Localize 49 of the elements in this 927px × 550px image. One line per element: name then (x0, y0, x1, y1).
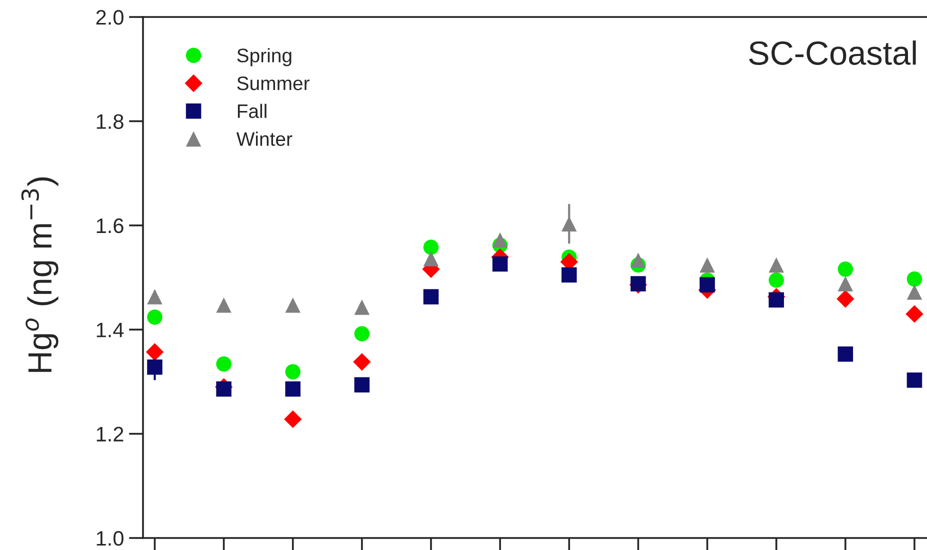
point (284, 410, 302, 428)
legend-label: Spring (237, 48, 292, 66)
point (768, 292, 784, 308)
point (561, 216, 577, 232)
point (836, 290, 854, 308)
point (353, 353, 371, 371)
point (768, 272, 784, 288)
legend-label: Fall (238, 104, 266, 118)
y-tick-label: 1.8 (96, 114, 124, 129)
point (838, 346, 854, 362)
point (492, 232, 508, 248)
legend-label: Winter (236, 132, 292, 146)
point (216, 356, 232, 372)
point (768, 257, 784, 273)
point (906, 305, 924, 323)
point (630, 276, 646, 292)
point (423, 289, 439, 304)
point (700, 257, 715, 273)
point (700, 277, 715, 292)
point (354, 326, 370, 342)
point (147, 309, 162, 325)
y-tick-label: 1.2 (96, 426, 124, 442)
point (423, 251, 439, 266)
point (216, 381, 232, 397)
point (906, 372, 922, 388)
point (285, 364, 301, 380)
point (561, 267, 577, 283)
point (216, 297, 232, 313)
point (838, 262, 854, 277)
point (630, 252, 646, 268)
point (147, 289, 162, 304)
y-tick-label: 1.6 (96, 218, 124, 234)
point (906, 271, 922, 287)
point (354, 377, 370, 392)
annotation: SC-Coastal (749, 40, 916, 65)
point (906, 284, 922, 300)
y-tick-label: 1.4 (96, 322, 124, 338)
point (146, 343, 164, 361)
y-axis-title: Hg$^{o}$ (ng m$^{−3}$) (21, 177, 58, 372)
point (492, 256, 508, 272)
point (354, 300, 370, 315)
point (147, 359, 162, 375)
y-tick-label: 1.0 (96, 531, 124, 546)
point (285, 297, 301, 313)
point (838, 276, 854, 292)
point (285, 381, 301, 397)
point (423, 240, 439, 255)
y-tick-label: 2.0 (96, 10, 124, 25)
legend-label: Summer (237, 76, 310, 90)
